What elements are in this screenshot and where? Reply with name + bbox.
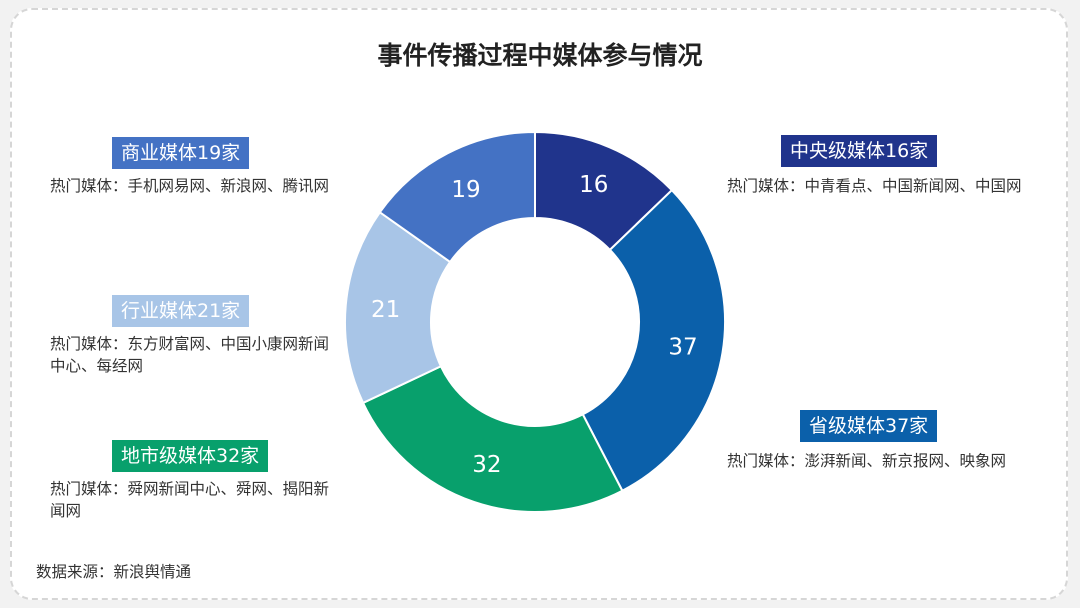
badge-municipal: 地市级媒体32家: [112, 440, 269, 472]
donut-slice-2: [581, 188, 726, 493]
slice-label: 32: [472, 452, 501, 478]
chart-title: 事件传播过程中媒体参与情况: [377, 41, 703, 70]
slice-label: 21: [371, 297, 400, 323]
desc-municipal: 热门媒体：舜网新闻中心、舜网、揭阳新闻网: [50, 480, 330, 520]
badge-industry: 行业媒体21家: [112, 295, 250, 327]
slice-label: 37: [668, 334, 697, 360]
desc-provincial: 热门媒体：澎湃新闻、新京报网、映象网: [727, 452, 1007, 470]
badge-commercial: 商业媒体19家: [112, 137, 250, 169]
desc-commercial: 热门媒体：手机网易网、新浪网、腾讯网: [50, 177, 330, 195]
desc-industry: 热门媒体：东方财富网、中国小康网新闻中心、每经网: [50, 335, 330, 375]
slice-label: 19: [451, 177, 480, 203]
badge-central: 中央级媒体16家: [781, 135, 938, 167]
badge-provincial: 省级媒体37家: [800, 410, 938, 442]
desc-central: 热门媒体：中青看点、中国新闻网、中国网: [727, 177, 1022, 195]
slice-label: 16: [579, 172, 608, 198]
data-source: 数据来源：新浪舆情通: [36, 563, 192, 581]
donut-slice-5: [378, 130, 536, 264]
donut-slice-4: [344, 210, 452, 405]
donut-slice-3: [361, 364, 624, 513]
